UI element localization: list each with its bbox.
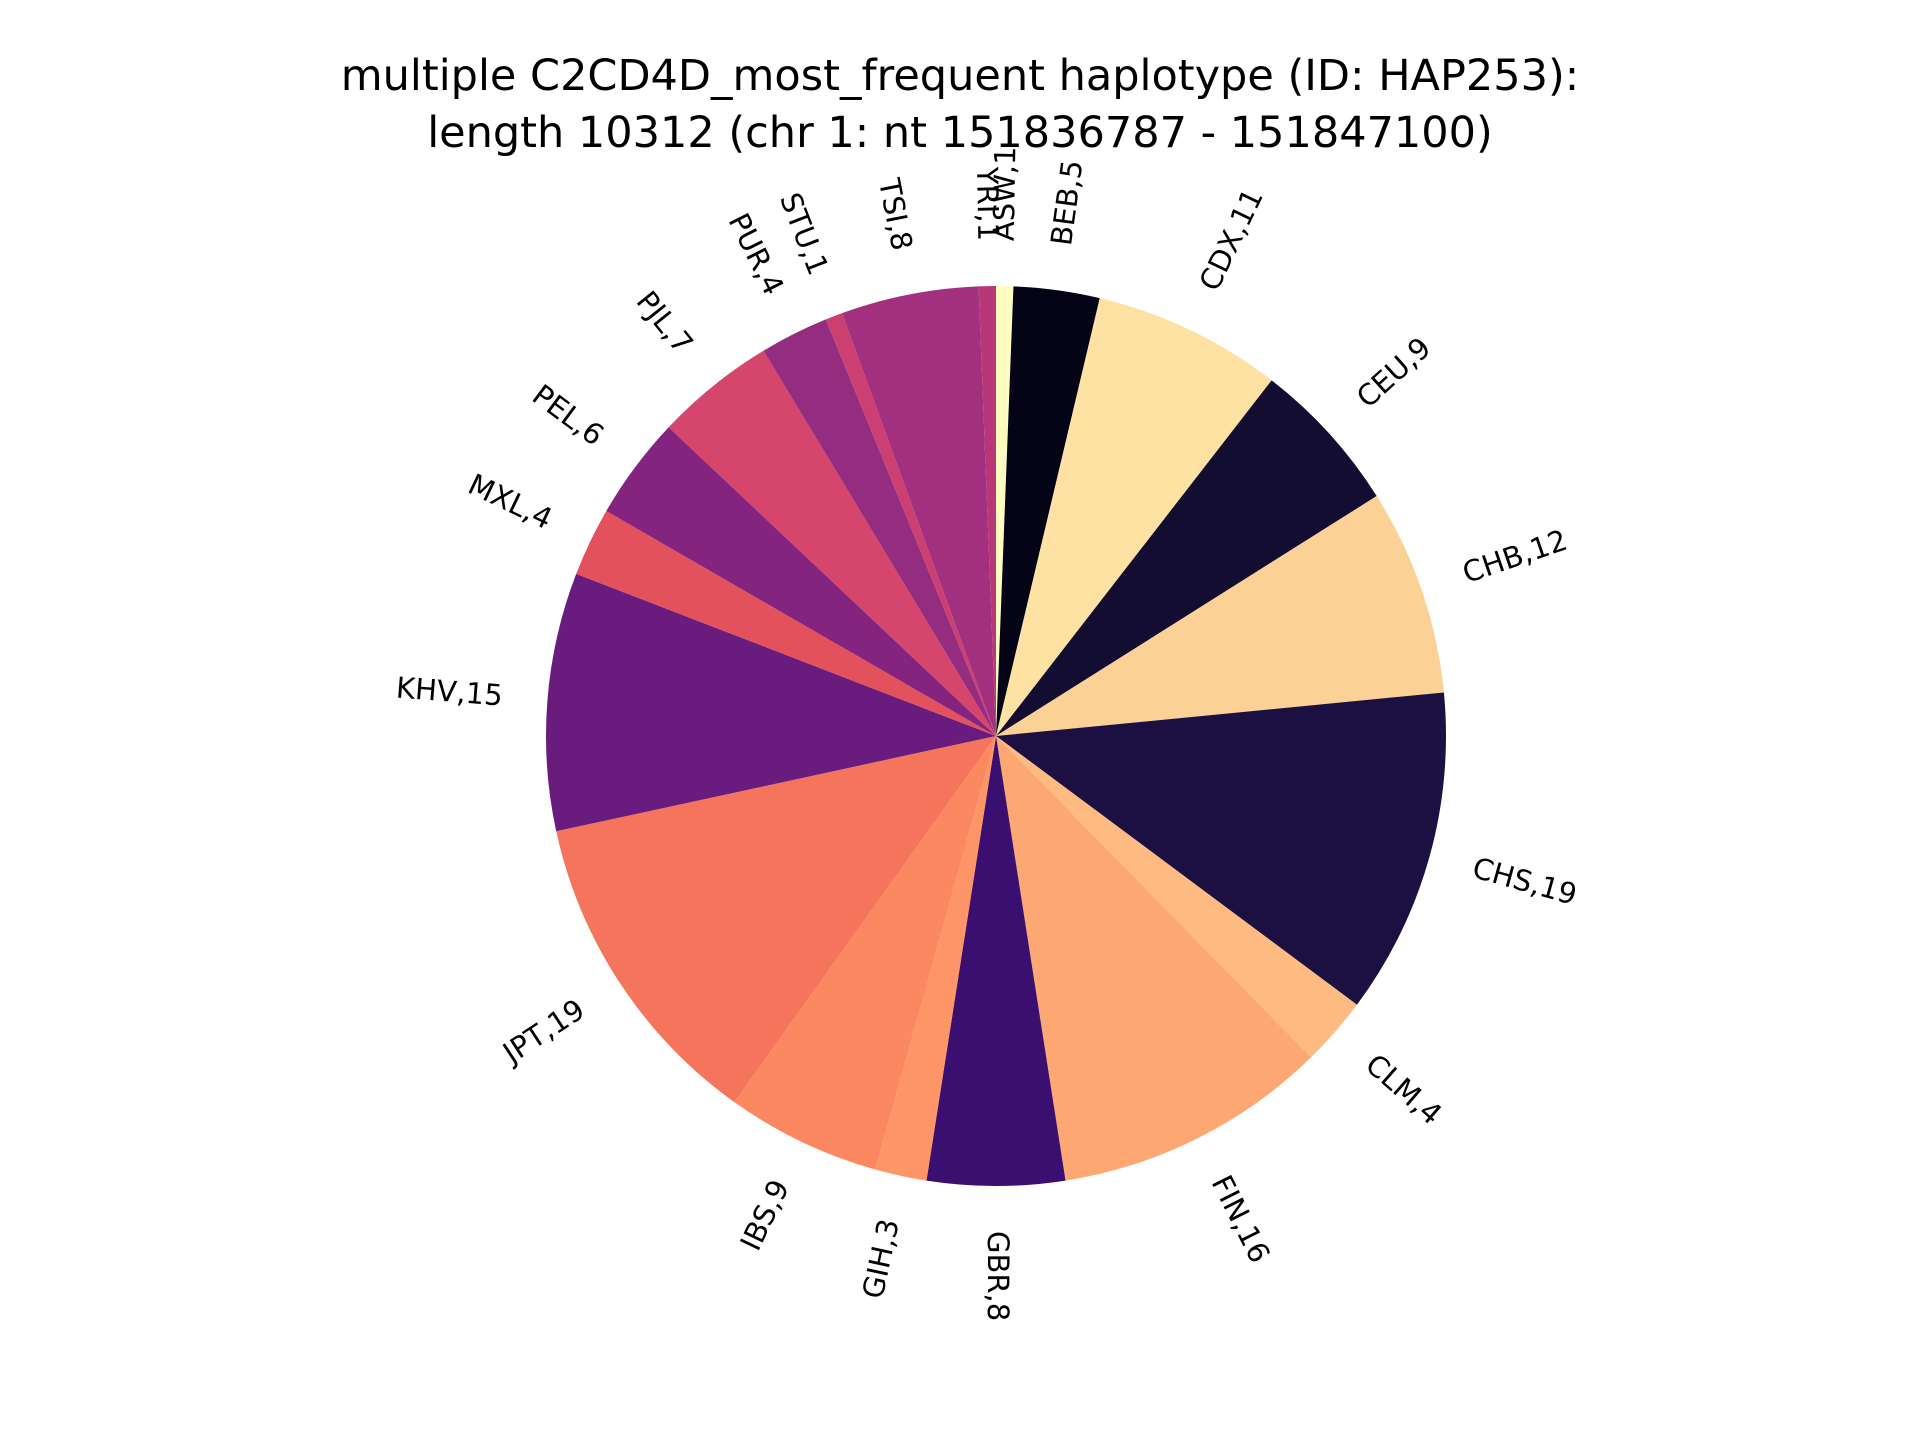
pie-slice-gih <box>875 736 996 1181</box>
pie-slice-ceu <box>996 380 1377 736</box>
pie-label-chs: CHS,19 <box>1469 850 1581 911</box>
pie-slice-gbr <box>926 736 1066 1187</box>
pie-label-chb: CHB,12 <box>1458 523 1571 590</box>
pie-label-cdx: CDX,11 <box>1192 183 1270 296</box>
pie-slice-beb <box>996 286 1100 736</box>
pie-slice-stu <box>825 313 996 736</box>
pie-label-ibs: IBS,9 <box>733 1174 796 1255</box>
pie-label-pel: PEL,6 <box>526 378 610 453</box>
pie-label-beb: BEB,5 <box>1044 158 1089 248</box>
pie-slices <box>545 286 1447 1187</box>
pie-label-yri: YRI,1 <box>970 166 1005 242</box>
pie-slice-chb <box>996 496 1444 736</box>
chart-title-line-2: length 10312 (chr 1: nt 151836787 - 1518… <box>427 108 1493 158</box>
pie-label-tsi: TSI,8 <box>872 175 919 254</box>
pie-slice-cdx <box>996 298 1272 736</box>
pie-slice-chs <box>996 692 1447 1005</box>
pie-slice-pel <box>606 427 996 736</box>
pie-slice-fin <box>996 736 1312 1181</box>
pie-label-khv: KHV,15 <box>395 670 504 712</box>
pie-slice-mxl <box>576 511 996 736</box>
pie-slice-yri <box>978 286 996 736</box>
pie-slice-pur <box>763 319 996 736</box>
pie-label-stu: STU,1 <box>773 188 835 280</box>
pie-label-fin: FIN,16 <box>1205 1170 1277 1268</box>
pie-slice-ibs <box>734 736 996 1170</box>
pie-label-clm: CLM,4 <box>1359 1047 1448 1131</box>
pie-label-pjl: PJL,7 <box>630 284 700 360</box>
pie-label-jpt: JPT,19 <box>495 992 590 1071</box>
pie-label-asw: ASW,1 <box>987 146 1023 241</box>
pie-label-mxl: MXL,4 <box>463 467 558 536</box>
pie-slice-tsi <box>842 286 996 736</box>
pie-slice-pjl <box>668 350 996 736</box>
pie-label-gih: GIH,3 <box>856 1216 906 1302</box>
chart-title: multiple C2CD4D_most_frequent haplotype … <box>0 48 1920 162</box>
pie-slice-asw <box>996 286 1014 736</box>
pie-slice-jpt <box>556 736 996 1103</box>
pie-label-ceu: CEU,9 <box>1350 331 1438 415</box>
pie-label-pur: PUR,4 <box>722 208 791 301</box>
pie-label-gbr: GBR,8 <box>981 1231 1015 1321</box>
pie-slice-clm <box>996 736 1357 1058</box>
pie-slice-khv <box>545 573 996 832</box>
chart-title-line-1: multiple C2CD4D_most_frequent haplotype … <box>340 51 1580 101</box>
